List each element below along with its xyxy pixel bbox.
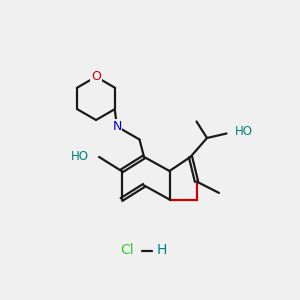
Text: O: O	[91, 70, 101, 83]
Text: Cl: Cl	[121, 244, 134, 257]
Text: HO: HO	[235, 124, 253, 138]
Text: H: H	[157, 244, 167, 257]
Text: N: N	[112, 120, 122, 133]
Text: N: N	[112, 120, 122, 133]
Text: HO: HO	[70, 150, 88, 164]
